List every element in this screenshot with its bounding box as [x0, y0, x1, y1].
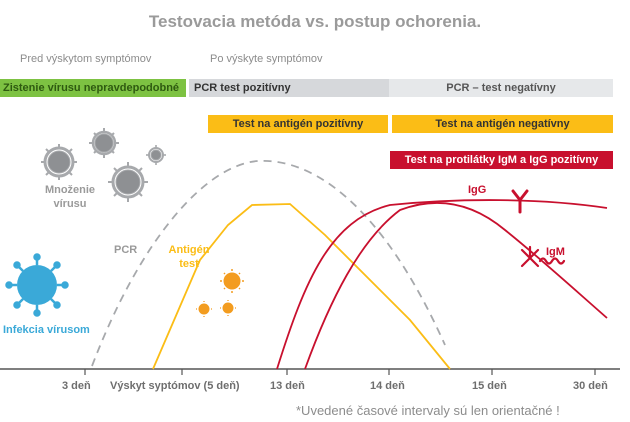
bar-pcr-negative: PCR – test negatívny	[389, 79, 613, 97]
axis-tick-label: 15 deň	[472, 380, 507, 392]
phase-label-before-symptoms: Pred výskytom symptómov	[20, 53, 152, 65]
antigen-particle-icon	[220, 269, 244, 293]
bar-antigen-positive: Test na antigén pozitívny	[208, 115, 388, 133]
igm-curve	[304, 202, 608, 370]
antigen-particle-icon	[196, 301, 212, 317]
bar-antigen-negative: Test na antigén negatívny	[392, 115, 613, 133]
igg-curve	[276, 199, 608, 370]
igm-antibody-icon	[520, 245, 566, 268]
axis-tick-label: 30 deň	[573, 380, 608, 392]
infection-virus-icon	[5, 253, 69, 317]
axis-tick-label: 14 deň	[370, 380, 405, 392]
axis-tick-label: 13 deň	[270, 380, 305, 392]
antigen-curve	[152, 203, 451, 370]
phase-label-after-symptoms: Po výskyte symptómov	[210, 53, 323, 65]
bar-antibody-positive: Test na protilátky IgM a IgG pozitívny	[390, 151, 613, 169]
axis-tick-label: Výskyt syptómov (5 deň)	[110, 380, 240, 392]
pcr-curve-label: PCR	[114, 244, 138, 256]
multiplication-label: Množenie vírusu	[44, 184, 96, 210]
antigen-particle-icon	[220, 300, 236, 316]
igg-label: IgG	[468, 184, 487, 196]
infection-label: Infekcia vírusom	[3, 324, 90, 336]
igg-antibody-icon	[511, 189, 529, 214]
bar-virus-unlikely: Zistenie vírusu nepravdepodobné	[0, 79, 186, 97]
grey-virus-icon	[89, 128, 119, 158]
chart-title: Testovacia metóda vs. postup ochorenia.	[148, 12, 482, 31]
bar-pcr-positive: PCR test pozitívny	[189, 79, 389, 97]
pcr-curve	[91, 160, 446, 367]
footnote: *Uvedené časové intervaly sú len orienta…	[296, 403, 560, 418]
grey-virus-icon	[146, 145, 166, 165]
antigen-curve-label: Antigén test	[168, 244, 210, 270]
igm-label: IgM	[546, 246, 565, 258]
grey-virus-icon	[41, 144, 77, 180]
axis-tick-label: 3 deň	[62, 380, 91, 392]
grey-virus-icon	[108, 162, 148, 202]
